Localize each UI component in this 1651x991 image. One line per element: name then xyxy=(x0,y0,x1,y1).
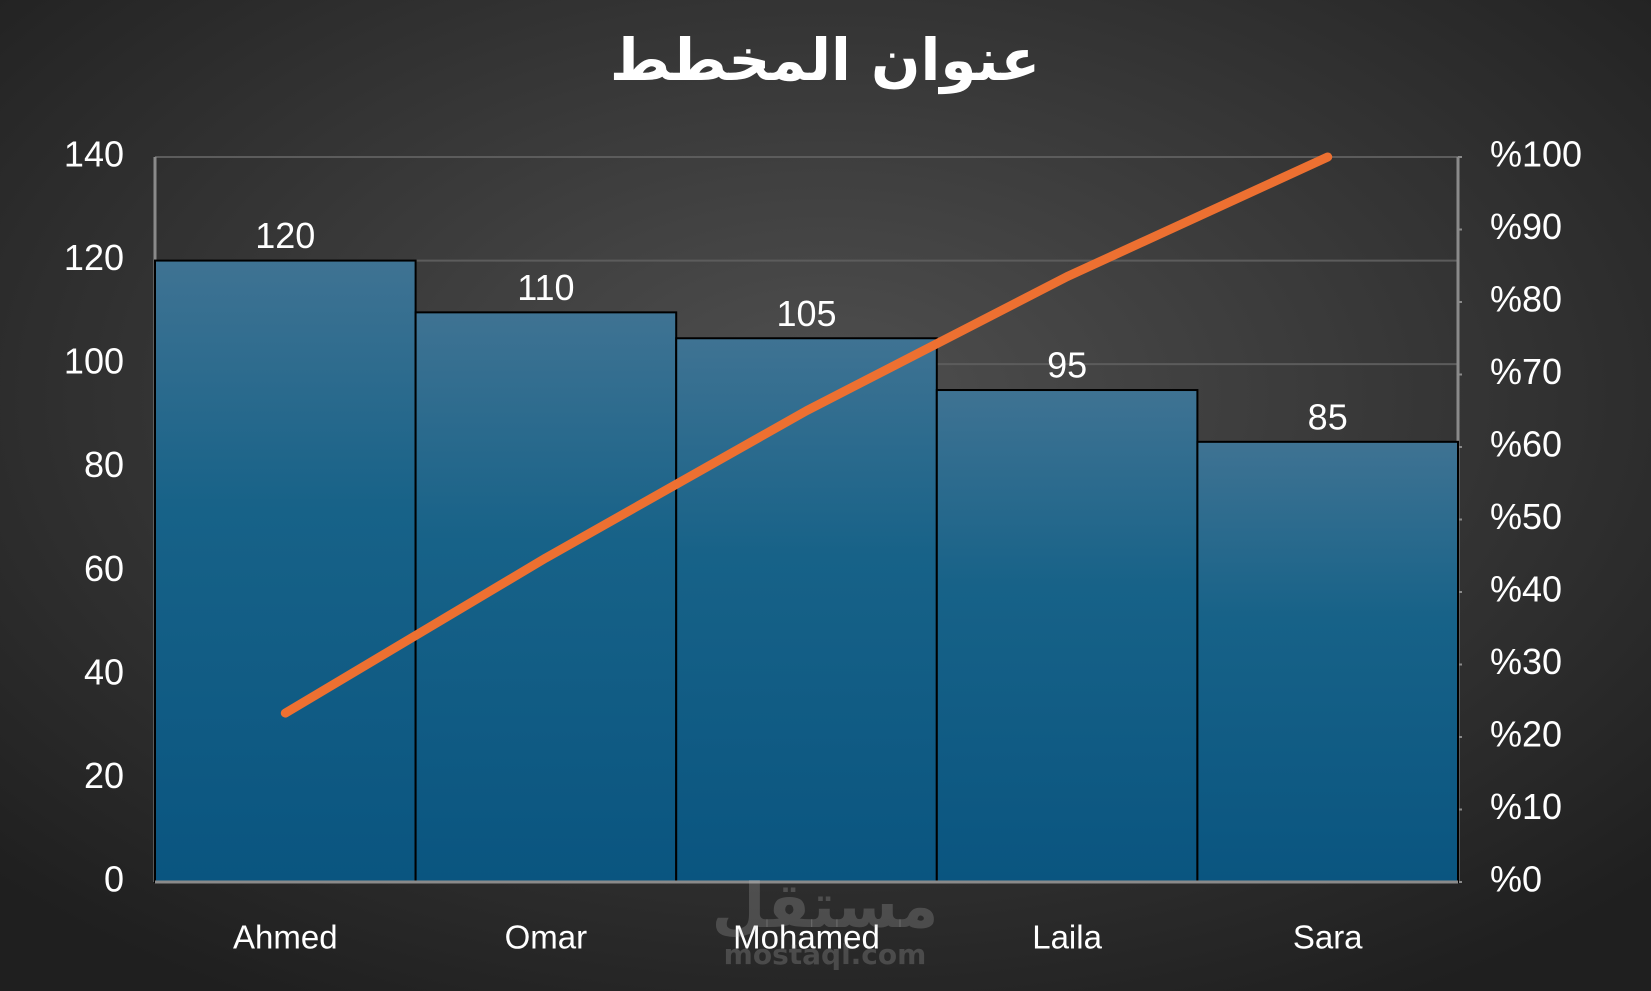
x-tick-label: Laila xyxy=(1032,919,1102,956)
plot-area: 0 20 40 60 80 100 120 140 %0 %10 %20 %30 %40 %50 %60 %7… xyxy=(64,134,1582,956)
watermark-logo: مستقل xyxy=(712,869,939,942)
y2-tick-label: %30 xyxy=(1490,641,1562,682)
y2-tick-label: %40 xyxy=(1490,569,1562,610)
data-label: 105 xyxy=(776,293,836,334)
bar xyxy=(935,389,1199,883)
y2-tick-label: %80 xyxy=(1490,279,1562,320)
y-tick-label: 40 xyxy=(84,651,124,692)
data-label: 85 xyxy=(1308,396,1348,437)
y2-tick-label: %10 xyxy=(1490,786,1562,827)
y-tick-label: 100 xyxy=(64,341,124,382)
watermark-site: mostaql.com xyxy=(724,938,927,971)
y2-tick-label: %100 xyxy=(1490,134,1582,175)
y2-tick-label: %50 xyxy=(1490,496,1562,537)
y2-tick-label: %60 xyxy=(1490,424,1562,465)
data-label: 120 xyxy=(255,215,315,256)
y-tick-label: 120 xyxy=(64,237,124,278)
x-tick-label: Ahmed xyxy=(233,919,338,956)
y2-tick-label: %20 xyxy=(1490,714,1562,755)
y2-tick-label: %0 xyxy=(1490,859,1542,900)
y-tick-label: 60 xyxy=(84,548,124,589)
data-label: 110 xyxy=(517,267,574,308)
x-tick-label: Sara xyxy=(1293,919,1363,956)
x-tick-label: Omar xyxy=(505,919,588,956)
cumulative-line xyxy=(280,152,1333,718)
bar xyxy=(1196,440,1460,883)
bar xyxy=(414,311,678,884)
bar xyxy=(675,337,938,883)
y2-tick-label: %70 xyxy=(1490,351,1562,392)
data-label: 95 xyxy=(1047,345,1087,386)
y-tick-label: 20 xyxy=(84,755,124,796)
y-tick-label: 0 xyxy=(104,859,124,900)
y2-tick-label: %90 xyxy=(1490,206,1562,247)
y-tick-label: 140 xyxy=(64,134,124,175)
chart-title: عنوان المخطط xyxy=(610,26,1040,95)
x-tick-label: Mohamed xyxy=(733,919,880,956)
y-tick-label: 80 xyxy=(84,444,124,485)
bar xyxy=(154,259,417,884)
